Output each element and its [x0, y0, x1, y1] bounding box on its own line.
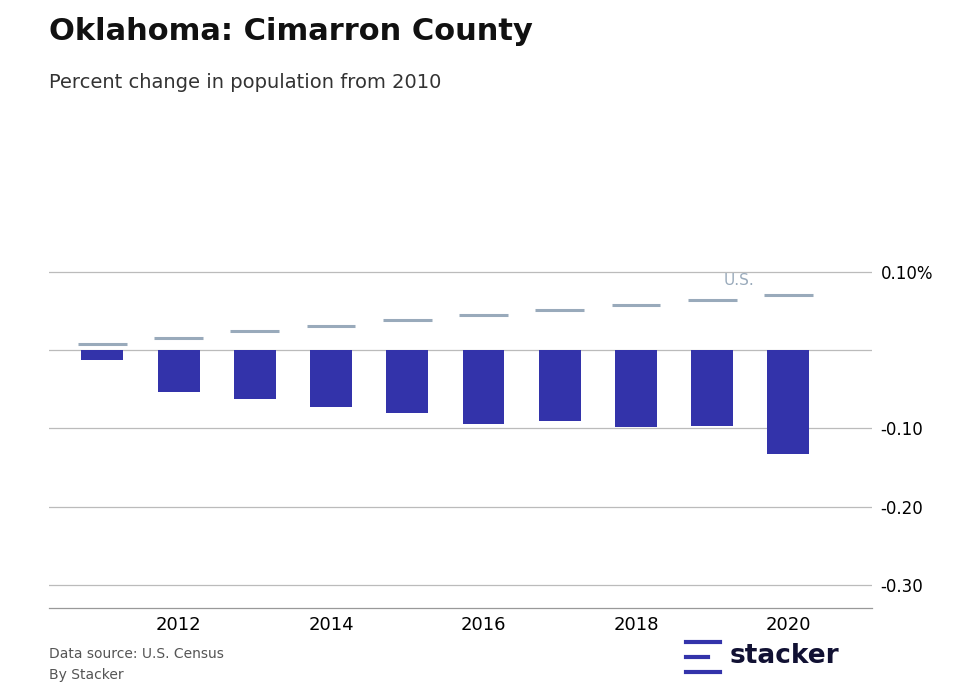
Text: Oklahoma: Cimarron County: Oklahoma: Cimarron County — [49, 17, 533, 46]
Text: stacker: stacker — [730, 642, 840, 669]
Text: By Stacker: By Stacker — [49, 668, 123, 682]
Bar — [386, 350, 428, 412]
Text: Percent change in population from 2010: Percent change in population from 2010 — [49, 73, 441, 92]
Bar — [234, 350, 275, 399]
Bar — [310, 350, 352, 408]
Bar — [158, 350, 200, 391]
Bar — [463, 350, 505, 424]
Bar — [539, 350, 581, 421]
Bar — [81, 350, 123, 361]
Bar — [767, 350, 809, 454]
Bar — [691, 350, 733, 426]
Bar — [615, 350, 657, 427]
Text: Data source: U.S. Census: Data source: U.S. Census — [49, 647, 223, 661]
Text: U.S.: U.S. — [723, 273, 754, 288]
